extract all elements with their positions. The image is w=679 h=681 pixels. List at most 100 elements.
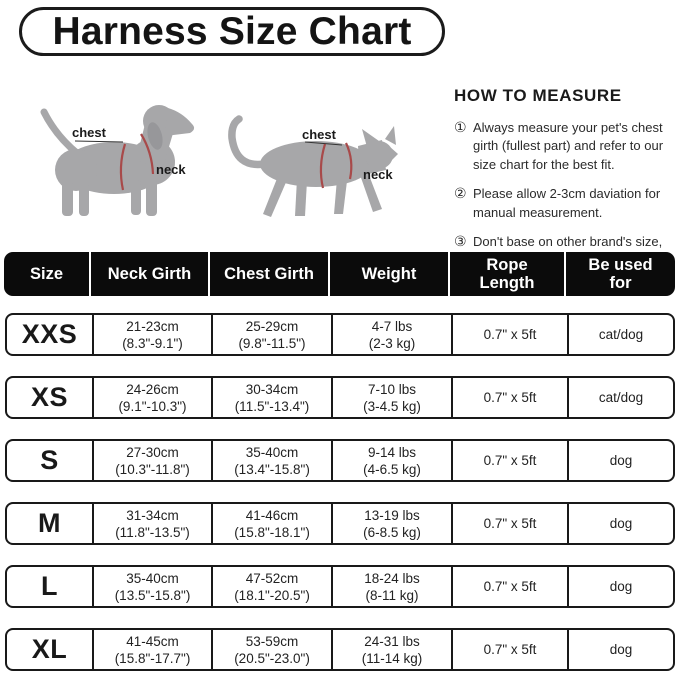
chest-cm: 35-40cm <box>245 444 299 460</box>
chest-in: (20.5"-23.0") <box>234 650 310 666</box>
header-cell-rope-length: Rope Length <box>448 252 564 296</box>
header-cell-chest-girth: Chest Girth <box>208 252 328 296</box>
size-cell: L <box>7 567 92 606</box>
weight-kg: (2-3 kg) <box>368 335 416 351</box>
neck-girth-cell: 21-23cm (8.3"-9.1") <box>92 315 211 354</box>
rope-length-cell: 0.7" x 5ft <box>451 441 567 480</box>
header-cell-weight: Weight <box>328 252 448 296</box>
cat-tail <box>228 115 268 169</box>
weight-lbs: 4-7 lbs <box>371 318 413 334</box>
size-cell: XL <box>7 630 92 669</box>
size-value: L <box>41 571 58 602</box>
cat-illustration: chest neck <box>228 115 398 217</box>
table-row-xxs: XXS 21-23cm (8.3"-9.1") 25-29cm (9.8"-11.5… <box>5 313 675 356</box>
size-cell: XXS <box>7 315 92 354</box>
neck-cm: 35-40cm <box>126 570 179 586</box>
neck-girth-cell: 27-30cm (10.3"-11.8") <box>92 441 211 480</box>
rope-length-cell: 0.7" x 5ft <box>451 504 567 543</box>
weight-lbs: 7-10 lbs <box>367 381 417 397</box>
measure-item-2-number: ② <box>454 186 467 203</box>
weight-kg: (6-8.5 kg) <box>363 524 421 540</box>
chest-in: (15.8"-18.1") <box>234 524 310 540</box>
neck-in: (13.5"-15.8") <box>114 587 191 603</box>
dog-neck-label: neck <box>156 162 186 177</box>
neck-in: (9.1"-10.3") <box>118 398 187 414</box>
cat-chest-label: chest <box>302 127 337 142</box>
cat-ear <box>385 126 396 145</box>
chest-cm: 47-52cm <box>245 570 299 586</box>
weight-kg: (8-11 kg) <box>365 587 419 603</box>
neck-cm: 31-34cm <box>126 507 179 523</box>
weight-cell: 4-7 lbs (2-3 kg) <box>331 315 451 354</box>
rope-length-cell: 0.7" x 5ft <box>451 315 567 354</box>
used-for-cell: dog <box>567 567 673 606</box>
rope-length-cell: 0.7" x 5ft <box>451 630 567 669</box>
used-for-cell: dog <box>567 504 673 543</box>
chest-girth-cell: 25-29cm (9.8"-11.5") <box>211 315 331 354</box>
table-row-xl: XL 41-45cm (15.8"-17.7") 53-59cm (20.5"-23… <box>5 628 675 671</box>
title-box: Harness Size Chart <box>19 7 445 56</box>
rope-length-cell: 0.7" x 5ft <box>451 378 567 417</box>
measure-item-1: ① Always measure your pet's chest girth … <box>454 119 676 174</box>
neck-girth-cell: 35-40cm (13.5"-15.8") <box>92 567 211 606</box>
header-cell-neck-girth: Neck Girth <box>89 252 208 296</box>
chest-cm: 25-29cm <box>245 318 299 334</box>
weight-lbs: 13-19 lbs <box>364 507 420 523</box>
size-value: XS <box>30 382 69 413</box>
used-for-cell: dog <box>567 630 673 669</box>
chest-cm: 53-59cm <box>245 633 299 649</box>
size-cell: XS <box>7 378 92 417</box>
dog-chest-label: chest <box>72 125 107 140</box>
weight-kg: (4-6.5 kg) <box>363 461 421 477</box>
measure-item-3-number: ③ <box>454 234 467 251</box>
chest-cm: 30-34cm <box>245 381 299 397</box>
header-cell-size: Size <box>29 264 64 283</box>
chest-girth-cell: 53-59cm (20.5"-23.0") <box>211 630 331 669</box>
weight-kg: (3-4.5 kg) <box>363 398 421 414</box>
neck-girth-cell: 41-45cm (15.8"-17.7") <box>92 630 211 669</box>
measure-item-2-text: Please allow 2-3cm daviation for manual … <box>473 186 661 220</box>
cat-silhouette <box>228 115 398 217</box>
used-for-cell: cat/dog <box>567 378 673 417</box>
weight-cell: 13-19 lbs (6-8.5 kg) <box>331 504 451 543</box>
weight-lbs: 24-31 lbs <box>364 633 420 649</box>
chest-in: (9.8"-11.5") <box>238 335 306 351</box>
size-value: XXS <box>21 319 78 350</box>
header-cell-be-used-for: Be used for <box>564 252 675 296</box>
neck-girth-cell: 24-26cm (9.1"-10.3") <box>92 378 211 417</box>
neck-in: (8.3"-9.1") <box>122 335 183 351</box>
size-value: XL <box>31 634 68 665</box>
neck-in: (10.3"-11.8") <box>115 461 190 477</box>
weight-cell: 24-31 lbs (11-14 kg) <box>331 630 451 669</box>
how-to-measure-heading: HOW TO MEASURE <box>454 86 622 105</box>
neck-cm: 21-23cm <box>126 318 179 334</box>
cat-ear <box>362 129 379 147</box>
cat-muzzle <box>389 146 398 162</box>
chest-girth-cell: 30-34cm (11.5"-13.4") <box>211 378 331 417</box>
chest-cm: 41-46cm <box>245 507 299 523</box>
neck-in: (15.8"-17.7") <box>114 650 191 666</box>
dog-neck-strap <box>140 133 155 175</box>
neck-cm: 27-30cm <box>126 444 179 460</box>
cat-chest-strap <box>319 143 327 189</box>
weight-kg: (11-14 kg) <box>361 650 423 666</box>
size-table-header: Size Neck Girth Chest Girth Weight Rope … <box>4 252 675 296</box>
chest-girth-cell: 41-46cm (15.8"-18.1") <box>211 504 331 543</box>
size-value: M <box>38 508 61 539</box>
size-cell: S <box>7 441 92 480</box>
neck-in: (11.8"-13.5") <box>115 524 190 540</box>
chest-in: (13.4"-15.8") <box>234 461 310 477</box>
used-for-cell: cat/dog <box>567 315 673 354</box>
dog-muzzle <box>165 108 195 136</box>
weight-lbs: 9-14 lbs <box>367 444 417 460</box>
weight-cell: 7-10 lbs (3-4.5 kg) <box>331 378 451 417</box>
dog-silhouette <box>40 105 195 216</box>
dog-ear <box>147 122 163 150</box>
chest-in: (18.1"-20.5") <box>234 587 310 603</box>
dog-chest-strap <box>119 143 127 191</box>
chest-girth-cell: 47-52cm (18.1"-20.5") <box>211 567 331 606</box>
size-cell: M <box>7 504 92 543</box>
table-row-l: L 35-40cm (13.5"-15.8") 47-52cm (18.1"-20.… <box>5 565 675 608</box>
neck-cm: 41-45cm <box>126 633 179 649</box>
